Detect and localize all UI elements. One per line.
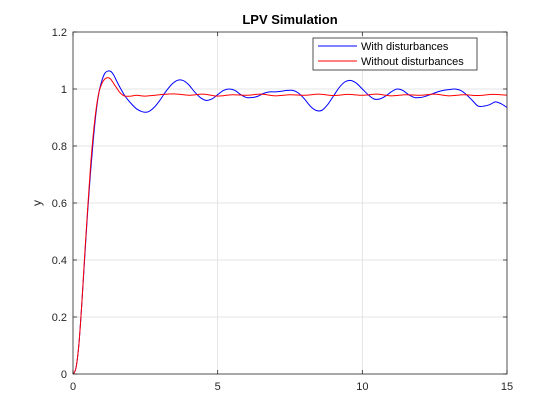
y-tick-label: 0.4 — [52, 255, 67, 267]
series-layer — [72, 70, 508, 375]
y-tick-label: 0.6 — [52, 198, 67, 210]
chart-title: LPV Simulation — [242, 12, 337, 27]
series-line-without-disturbances — [72, 77, 508, 375]
ticks: 0 5 10 15 0 0.2 0.4 0.6 0.8 1 1.2 — [52, 27, 513, 393]
x-tick-label: 15 — [501, 381, 513, 393]
legend: With disturbances Without disturbances — [312, 37, 478, 71]
y-tick-label: 1.2 — [52, 27, 67, 39]
x-tick-label: 5 — [215, 381, 221, 393]
legend-box — [312, 37, 478, 71]
grid — [73, 32, 507, 374]
x-tick-label: 0 — [70, 381, 76, 393]
y-tick-label: 1 — [61, 84, 67, 96]
y-axis-label: y — [30, 200, 44, 206]
legend-label-without-disturbances: Without disturbances — [361, 56, 464, 68]
x-tick-label: 10 — [356, 381, 368, 393]
y-tick-label: 0.2 — [52, 312, 67, 324]
legend-label-with-disturbances: With disturbances — [361, 41, 449, 53]
y-tick-label: 0 — [61, 369, 67, 381]
series-line-with-disturbances — [72, 70, 508, 375]
y-tick-label: 0.8 — [52, 141, 67, 153]
